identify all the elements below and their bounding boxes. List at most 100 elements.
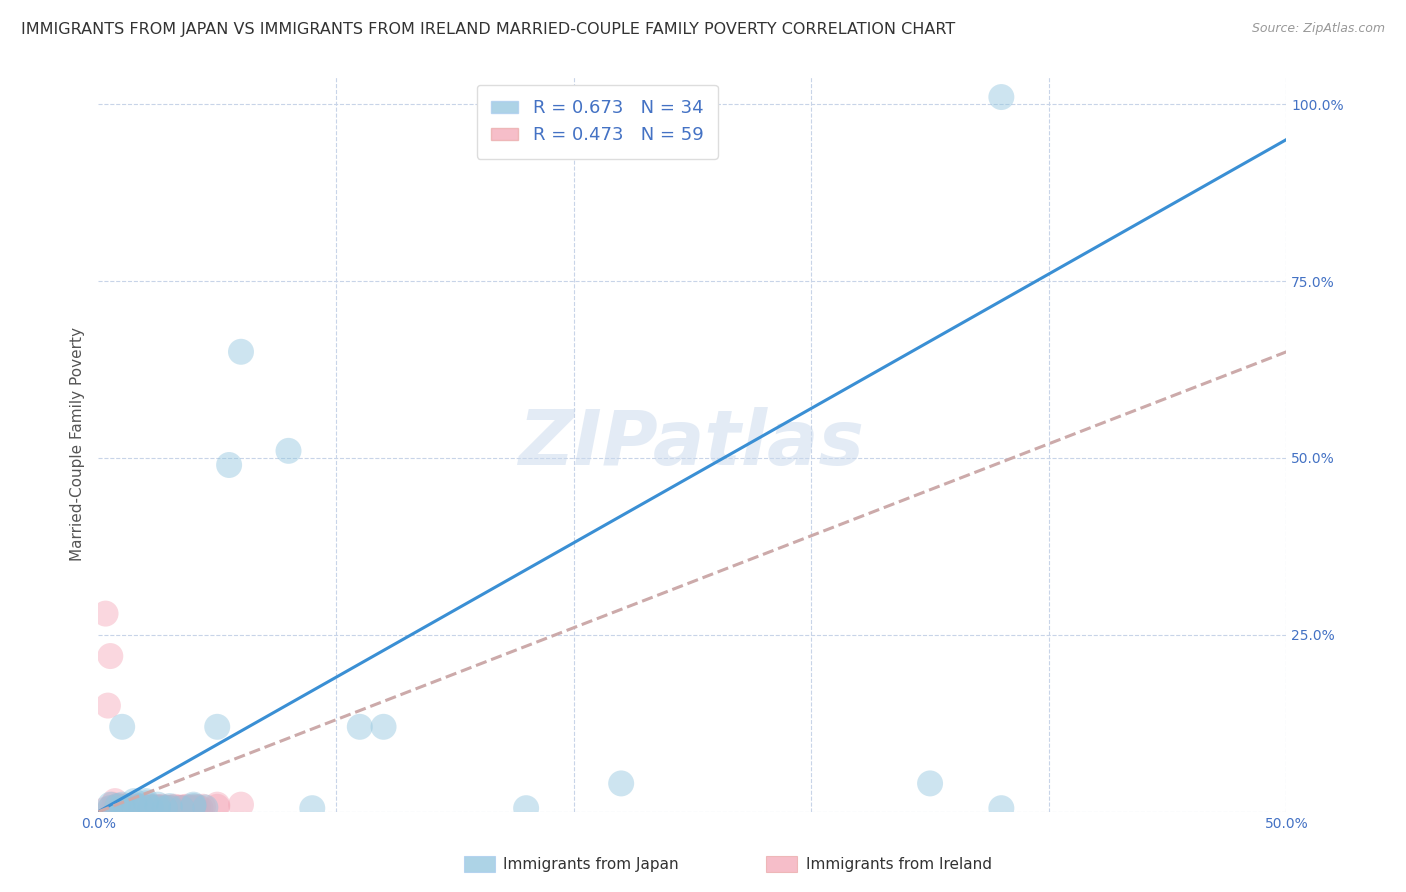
Point [122, 799, 145, 814]
Point [104, 794, 127, 808]
Point [301, 801, 323, 815]
Point [98, 801, 121, 815]
Point [183, 799, 205, 814]
Point [207, 720, 229, 734]
Point [118, 800, 141, 814]
Point [190, 801, 212, 815]
Point [146, 797, 169, 812]
Point [167, 800, 190, 814]
Point [146, 801, 169, 815]
Point [98, 648, 121, 663]
Point [135, 800, 157, 814]
Point [101, 797, 124, 812]
Point [108, 799, 131, 814]
Point [920, 776, 942, 790]
Point [191, 799, 214, 814]
Point [98, 801, 121, 815]
Point [187, 800, 209, 814]
Point [111, 801, 134, 815]
Point [97, 698, 120, 713]
Point [115, 801, 138, 815]
Point [194, 800, 217, 814]
Point [160, 800, 183, 814]
Point [229, 797, 252, 812]
Point [125, 799, 148, 814]
Point [176, 799, 198, 814]
Point [101, 802, 124, 816]
Legend: R = 0.673   N = 34, R = 0.473   N = 59: R = 0.673 N = 34, R = 0.473 N = 59 [477, 85, 718, 159]
Point [122, 794, 145, 808]
Point [111, 800, 134, 814]
Point [135, 794, 157, 808]
Point [159, 801, 181, 815]
Point [173, 800, 195, 814]
Point [159, 801, 181, 815]
Text: Source: ZipAtlas.com: Source: ZipAtlas.com [1251, 22, 1385, 36]
Point [104, 800, 127, 814]
Point [218, 458, 240, 472]
Point [122, 801, 145, 815]
Point [114, 799, 136, 814]
Text: IMMIGRANTS FROM JAPAN VS IMMIGRANTS FROM IRELAND MARRIED-COUPLE FAMILY POVERTY C: IMMIGRANTS FROM JAPAN VS IMMIGRANTS FROM… [21, 22, 955, 37]
Point [107, 801, 129, 815]
Point [108, 799, 131, 814]
Point [610, 776, 633, 790]
Point [177, 801, 200, 815]
Point [107, 799, 129, 814]
Point [115, 801, 138, 815]
Point [145, 799, 167, 814]
Point [170, 801, 193, 815]
Point [170, 801, 193, 815]
Y-axis label: Married-Couple Family Poverty: Married-Couple Family Poverty [70, 326, 86, 561]
Text: Immigrants from Ireland: Immigrants from Ireland [806, 857, 991, 871]
Point [159, 799, 181, 814]
Point [135, 800, 157, 814]
Point [121, 799, 143, 814]
Point [129, 801, 152, 815]
Point [166, 801, 188, 815]
Point [98, 797, 121, 812]
Point [132, 799, 155, 814]
Point [170, 801, 193, 815]
Point [135, 796, 157, 810]
Point [153, 801, 176, 815]
Point [156, 800, 179, 814]
Point [149, 800, 172, 814]
Point [115, 801, 138, 815]
Point [183, 797, 205, 812]
Point [990, 801, 1012, 815]
Point [142, 800, 165, 814]
Text: Immigrants from Japan: Immigrants from Japan [503, 857, 679, 871]
Text: ZIPatlas: ZIPatlas [519, 407, 866, 481]
Point [163, 799, 186, 814]
Point [180, 800, 202, 814]
Point [207, 799, 229, 814]
Point [990, 90, 1012, 104]
Point [277, 443, 299, 458]
Point [515, 801, 537, 815]
Point [129, 799, 152, 814]
Point [122, 797, 145, 812]
Point [94, 607, 117, 621]
Point [152, 799, 174, 814]
Point [111, 720, 134, 734]
Point [183, 801, 205, 815]
Point [139, 801, 162, 815]
Point [111, 800, 134, 814]
Point [94, 803, 117, 817]
Point [146, 801, 169, 815]
Point [139, 800, 162, 814]
Point [153, 801, 176, 815]
Point [229, 344, 252, 359]
Point [184, 799, 207, 814]
Point [111, 797, 134, 812]
Point [373, 720, 395, 734]
Point [136, 799, 159, 814]
Point [146, 801, 169, 815]
Point [207, 797, 229, 812]
Point [107, 799, 129, 814]
Point [135, 801, 157, 815]
Point [128, 800, 150, 814]
Point [349, 720, 371, 734]
Point [146, 800, 169, 814]
